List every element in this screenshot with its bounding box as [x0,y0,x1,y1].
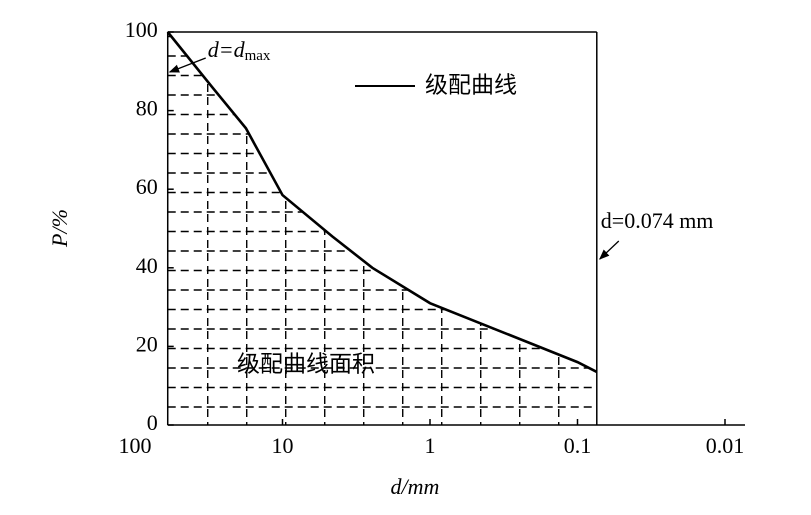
ref-arrow [599,240,620,260]
y-tick-label: 80 [136,96,158,121]
x-tick-label: 100 [119,433,152,458]
x-tick-label: 1 [425,433,436,458]
area-label: 级配曲线面积 [237,352,375,378]
y-tick-label: 60 [136,174,158,199]
dmax-label: d=dmax [208,37,271,64]
x-tick-label: 0.1 [564,433,592,458]
y-axis-label: P/% [47,209,72,248]
y-tick-label: 0 [147,410,158,435]
x-tick-label: 10 [272,433,294,458]
dmax-text: d=d [208,37,246,62]
y-tick-label: 40 [136,253,158,278]
y-tick-label: 100 [125,17,158,42]
y-tick-label: 20 [136,331,158,356]
curve [166,31,598,374]
ref-label: d=0.074 mm [601,208,714,233]
dmax-sub: max [245,48,271,64]
legend-label: 级配曲线 [425,73,517,99]
x-tick-label: 0.01 [706,433,745,458]
hatch [167,32,597,425]
x-axis-label: d/mm [391,474,440,499]
dmax-arrow [168,57,206,73]
